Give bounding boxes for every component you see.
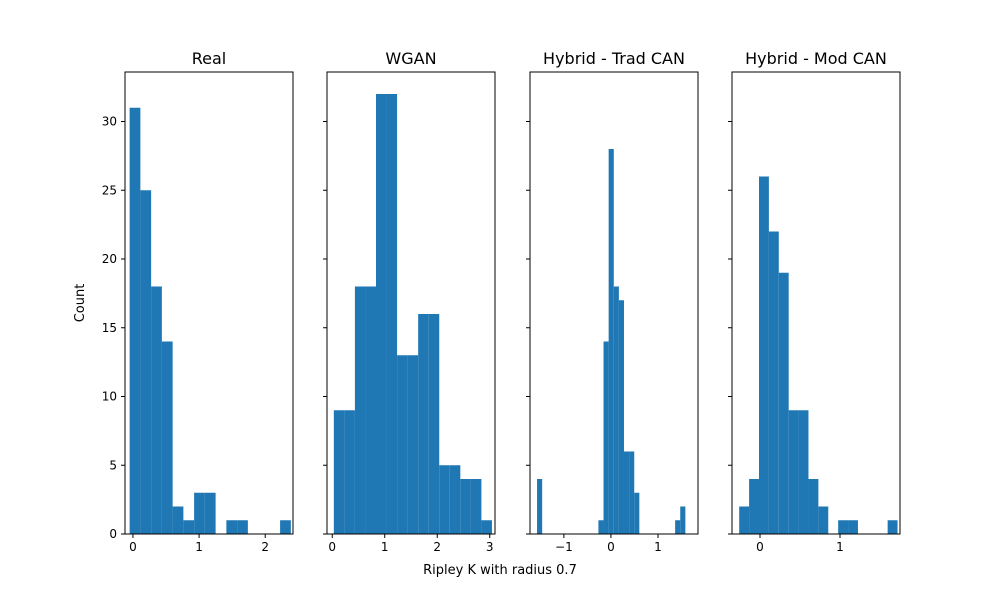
axes-frame [124,71,294,535]
x-tick-label: 0 [607,540,615,554]
axes-frame [731,71,901,535]
histogram-bar [354,286,366,534]
histogram-bar [618,300,624,534]
histogram-bar [887,520,898,534]
histogram-bar [848,520,858,534]
histogram-bar [537,479,543,534]
histogram-bar [407,355,419,534]
histogram-bar [439,465,450,534]
histogram-bar [418,314,429,534]
axes-frame [326,71,496,535]
histogram-bar [428,314,440,534]
histogram-bar [140,190,152,534]
histogram-bar [623,451,630,534]
y-tick-label: 5 [109,458,117,472]
histogram-panel-3: Hybrid - Trad CAN −1 0 1 [526,49,699,554]
histogram-bar [680,506,686,534]
x-tick-label: 3 [486,540,494,554]
panel-title: Hybrid - Trad CAN [543,49,685,68]
histogram-bar [194,492,205,534]
y-tick-label: 25 [102,183,117,197]
histogram-bar [375,94,387,534]
histogram-bar [768,231,779,534]
histogram-bar [758,176,769,534]
histogram-bar [788,410,799,534]
y-tick-label: 0 [109,527,117,541]
histogram-bar [151,286,162,534]
histogram-bar [739,506,750,534]
histogram-bar [344,410,355,534]
histogram-bar [280,520,291,534]
histogram-bar [634,492,640,534]
y-tick-label: 10 [102,390,117,404]
x-tick-label: 0 [328,540,336,554]
histogram-bar [129,107,141,534]
shared-x-axis-label: Ripley K with radius 0.7 [423,563,577,578]
x-tick-label: 0 [129,540,137,554]
histogram-bar [226,520,238,534]
histogram-bar [481,520,492,534]
histogram-bar [204,492,216,534]
panel-title: WGAN [385,49,436,68]
histogram-panel-2: WGAN 0 1 2 3 [323,49,496,554]
x-tick-label: 1 [195,540,203,554]
x-tick-label: 1 [836,540,844,554]
histogram-bar [675,520,681,534]
histogram-bar [237,520,248,534]
panel-title: Hybrid - Mod CAN [745,49,887,68]
histogram-bar [183,520,195,534]
histogram-bar [749,479,759,534]
x-tick-label: 1 [381,540,389,554]
panel-title: Real [192,49,227,68]
histogram-bar [397,355,408,534]
histogram-bar [161,341,173,534]
histogram-bar [172,506,184,534]
histogram-bar [333,410,345,534]
histogram-bar [603,341,609,534]
histogram-panel-4: Hybrid - Mod CAN 0 1 [728,49,901,554]
histogram-bar [613,286,619,534]
histogram-bar [818,506,829,534]
x-tick-label: 2 [433,540,441,554]
histogram-bar [365,286,376,534]
y-tick-label: 20 [102,252,117,266]
y-tick-label: 30 [102,115,117,129]
x-tick-label: 1 [654,540,662,554]
histogram-bar [470,479,482,534]
histogram-bar [460,479,471,534]
histogram-bar [608,149,614,534]
x-tick-label: 0 [756,540,764,554]
histogram-bar [798,410,809,534]
axes-frame [529,71,699,535]
histogram-bar [386,94,398,534]
shared-y-axis-label: Count [73,284,88,323]
histogram-bar [449,465,461,534]
histogram-bar [838,520,849,534]
histogram-bar [778,272,789,534]
x-tick-label: −1 [555,540,573,554]
x-tick-label: 2 [261,540,269,554]
histogram-bar [629,451,635,534]
histogram-bar [598,520,604,534]
histogram-bar [808,479,819,534]
y-tick-label: 15 [102,321,117,335]
